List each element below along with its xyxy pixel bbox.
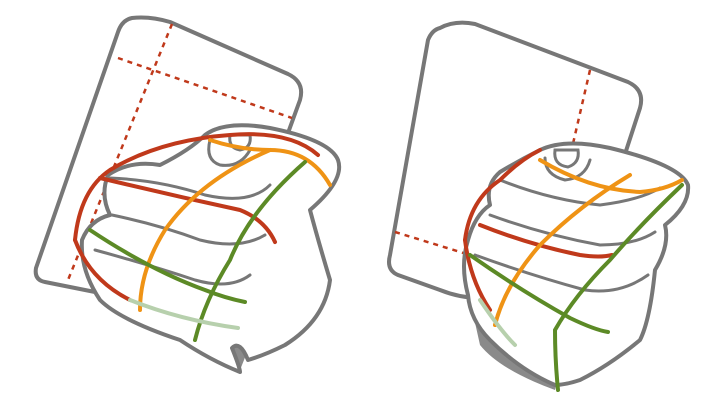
guide-orange (138, 148, 272, 312)
right-figure (387, 20, 691, 392)
guide-red (98, 176, 277, 244)
guide-green (88, 228, 247, 304)
knuckle (553, 148, 580, 169)
guide-orange (538, 158, 684, 195)
guide-red (73, 238, 132, 302)
phone-guide (117, 56, 293, 120)
finger (110, 213, 267, 246)
guide-red (463, 238, 492, 312)
finger (108, 176, 272, 200)
phone (387, 20, 644, 300)
thumb (207, 138, 252, 167)
finger (498, 178, 662, 207)
phone-guide (394, 230, 471, 257)
hand (462, 141, 691, 387)
thumb (543, 156, 592, 182)
guide-green (468, 253, 610, 334)
guide-orange (493, 173, 632, 327)
left-figure (33, 15, 342, 374)
guide-green (193, 160, 307, 342)
guide-green (552, 183, 684, 392)
guide-red (463, 148, 542, 242)
finger (488, 213, 657, 247)
guide-pale (478, 298, 517, 347)
guide-pale (128, 298, 240, 330)
guide-red (73, 132, 320, 242)
finger (93, 248, 252, 286)
guide-red (478, 223, 614, 259)
hand (79, 123, 342, 374)
knuckle (228, 133, 252, 152)
